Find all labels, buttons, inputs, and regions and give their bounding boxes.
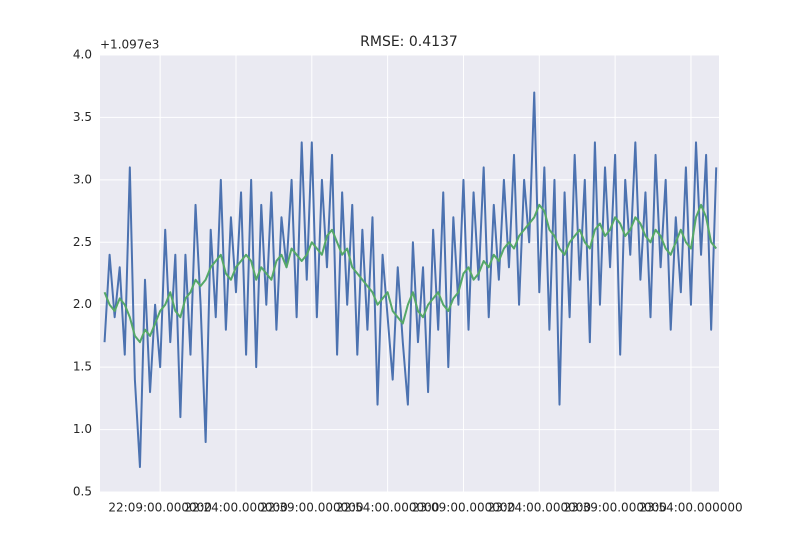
plot-area bbox=[100, 55, 719, 492]
series-line bbox=[103, 203, 717, 344]
y-tick-label: 0.5 bbox=[73, 485, 92, 499]
y-tick-label: 3.0 bbox=[73, 172, 92, 186]
x-tick-label: 22:54:00.000000 bbox=[336, 501, 440, 515]
y-tick-label: 1.5 bbox=[73, 360, 92, 374]
x-tick-label: 22:09:00.000000 bbox=[108, 501, 212, 515]
y-tick-label: 4.0 bbox=[73, 48, 92, 62]
x-tick-label: 23:39:00.000000 bbox=[563, 501, 667, 515]
offset-label: +1.097e3 bbox=[100, 38, 159, 52]
y-tick-label: 1.0 bbox=[73, 422, 92, 436]
x-tick-label: 23:54:00.000000 bbox=[639, 501, 743, 515]
y-tick-label: 2.5 bbox=[73, 235, 92, 249]
x-tick-label: 23:24:00.000000 bbox=[488, 501, 592, 515]
x-tick-label: 22:39:00.000000 bbox=[260, 501, 364, 515]
x-tick-label: 22:24:00.000000 bbox=[184, 501, 288, 515]
y-tick-label: 3.5 bbox=[73, 110, 92, 124]
y-tick-label: 2.0 bbox=[73, 297, 92, 311]
x-tick-label: 23:09:00.000000 bbox=[412, 501, 516, 515]
chart-title: RMSE: 0.4137 bbox=[360, 34, 458, 50]
series-line bbox=[103, 91, 718, 469]
